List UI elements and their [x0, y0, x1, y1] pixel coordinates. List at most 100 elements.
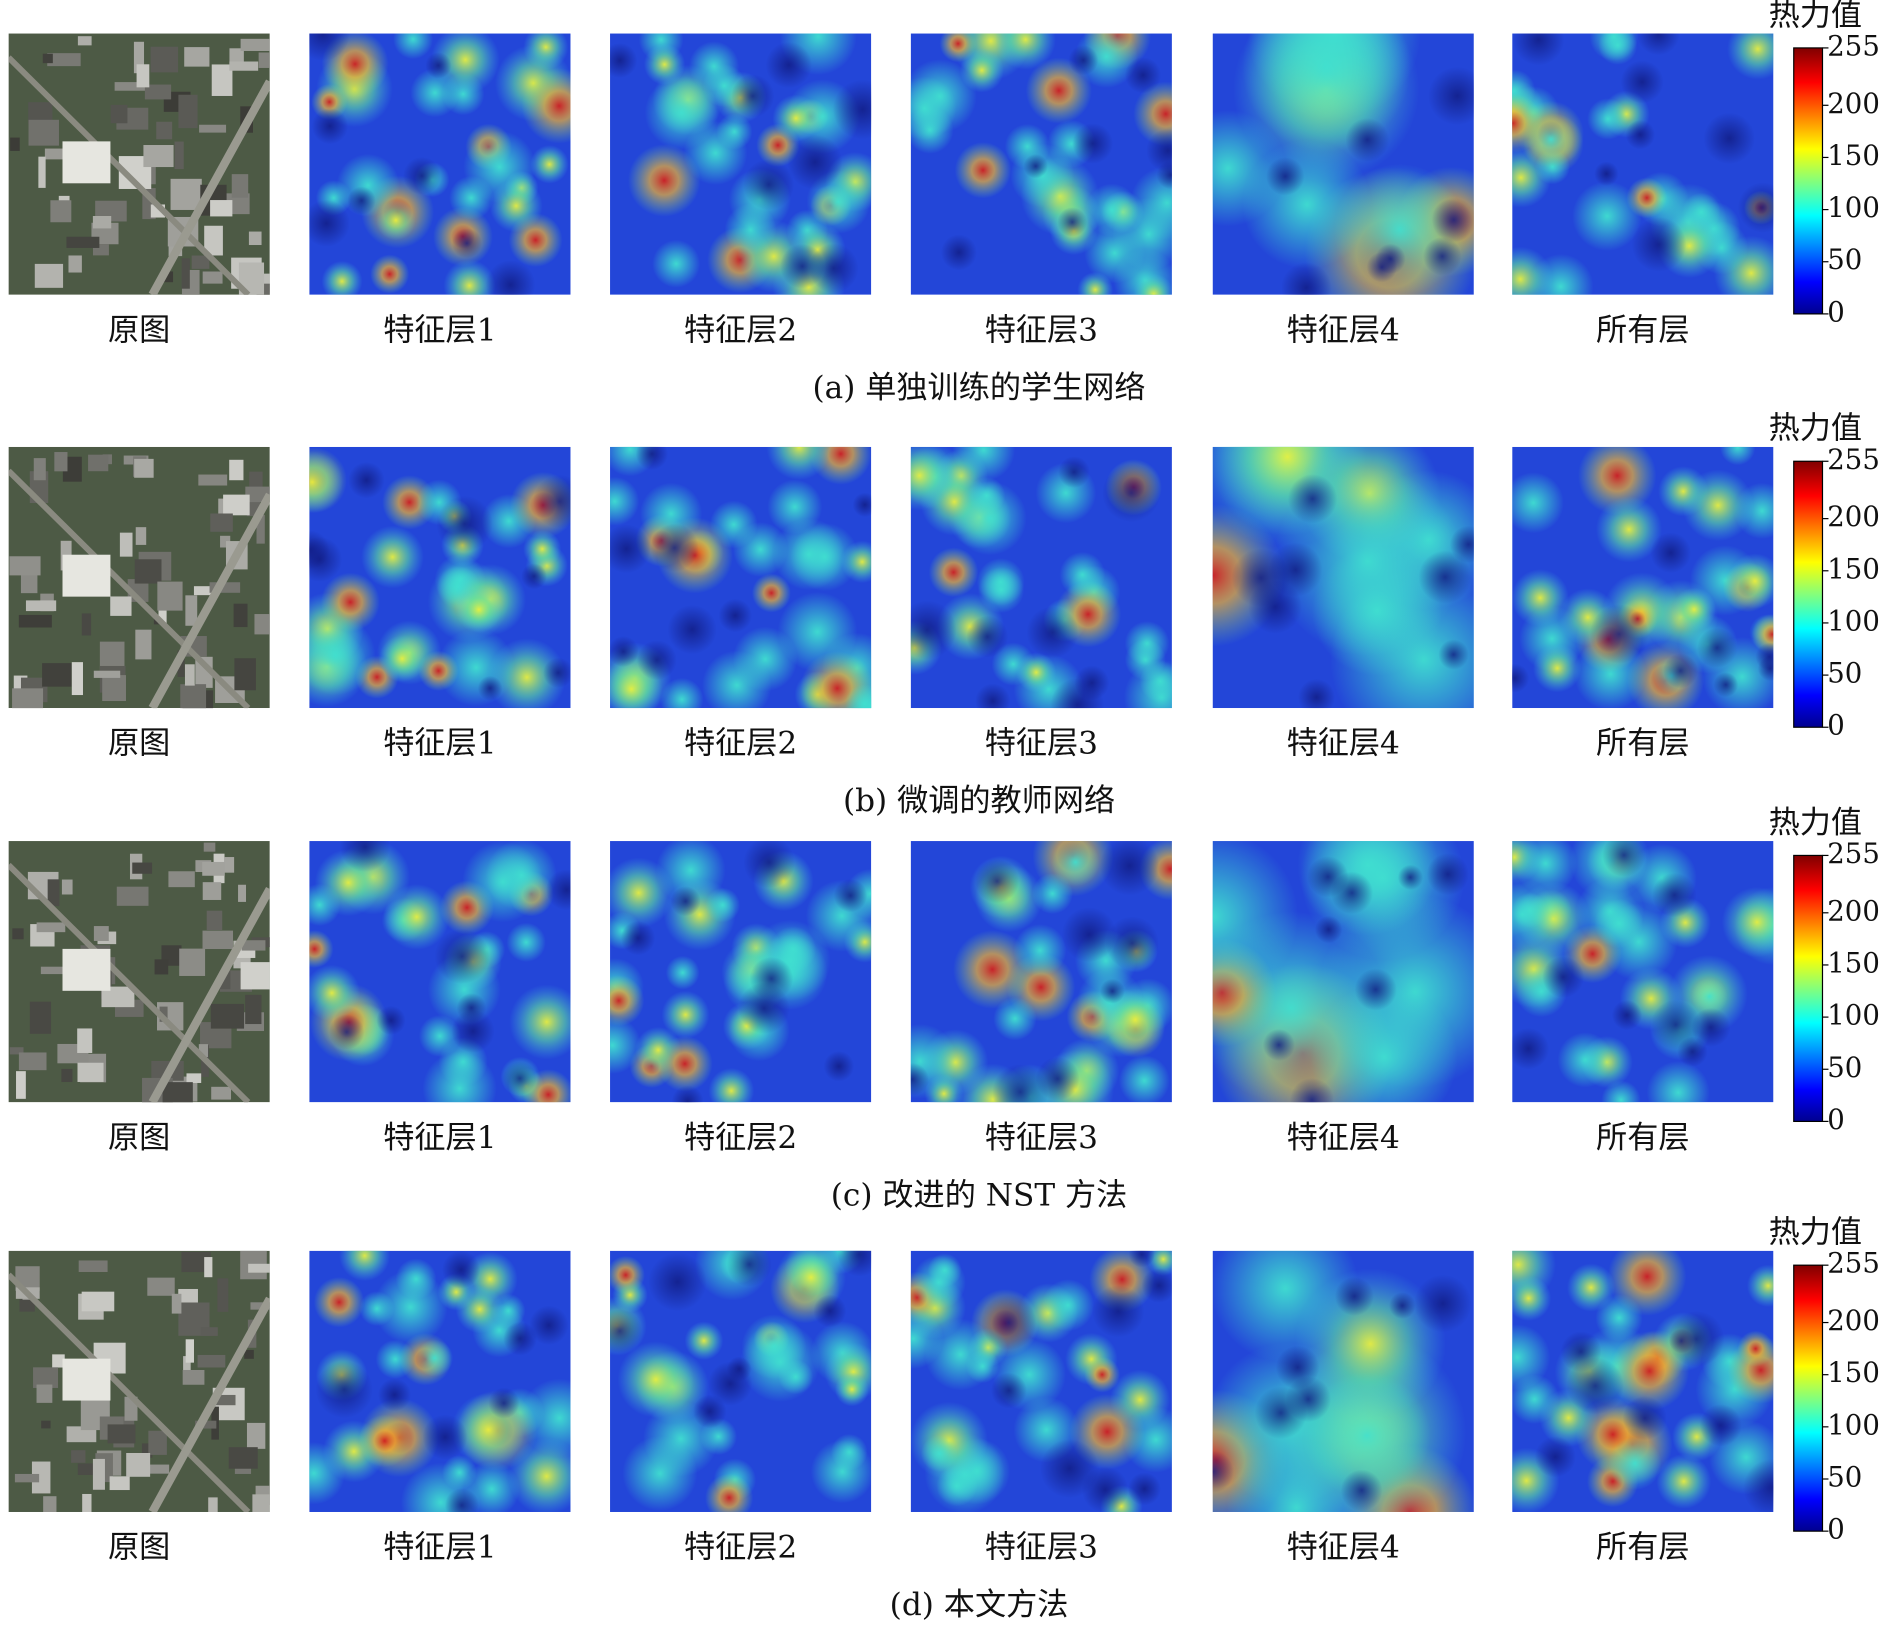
heat-blob — [530, 145, 569, 184]
cold-blob — [852, 492, 872, 518]
building — [34, 263, 64, 288]
cold-blob — [339, 841, 391, 873]
building — [135, 629, 152, 660]
cold-blob — [1743, 1458, 1774, 1512]
heat-blob — [1041, 1279, 1095, 1332]
cold-blob — [910, 1062, 929, 1096]
building — [9, 556, 41, 576]
cold-blob — [1697, 627, 1738, 668]
cold-blob — [1426, 853, 1469, 896]
building — [159, 1006, 168, 1022]
cold-blob — [1602, 841, 1646, 877]
cold-blob — [529, 1305, 569, 1346]
heatmap-image — [910, 841, 1172, 1103]
road — [8, 468, 251, 709]
heat-blob — [1737, 1330, 1774, 1367]
building — [217, 1278, 229, 1312]
building — [170, 178, 202, 210]
heat-blob — [508, 1437, 571, 1512]
building — [66, 236, 100, 248]
heat-blob — [1533, 643, 1582, 693]
cold-blob — [692, 1394, 727, 1429]
building — [62, 1358, 111, 1401]
aerial-image — [8, 841, 270, 1103]
heat-blob — [370, 254, 410, 294]
building — [258, 273, 270, 292]
cold-blob — [667, 604, 717, 655]
cold-blob — [1699, 1404, 1742, 1447]
cold-blob — [823, 1051, 855, 1082]
building — [61, 879, 73, 895]
heat-blob — [939, 33, 977, 63]
building — [154, 959, 169, 975]
heat-blob — [361, 525, 424, 589]
cold-blob — [376, 1005, 406, 1036]
building — [134, 559, 162, 584]
colorbar-title: 热力值 — [1769, 0, 1862, 33]
building — [241, 940, 266, 951]
cold-blob — [1677, 1036, 1708, 1067]
cold-blob — [434, 928, 490, 984]
panel-label: 特征层4 — [1287, 312, 1400, 348]
panel-label: 特征层4 — [1287, 726, 1400, 762]
cold-blob — [1589, 604, 1649, 664]
colorbar-tick-label: 50 — [1827, 1462, 1862, 1494]
heat-blob — [661, 990, 710, 1039]
heat-blob — [644, 75, 719, 150]
cold-blob — [1262, 1028, 1295, 1062]
cold-blob — [485, 260, 536, 295]
building — [71, 1450, 86, 1463]
heat-blob — [321, 260, 363, 295]
building — [68, 255, 82, 273]
heat-blob — [1608, 1436, 1662, 1491]
cold-blob — [1594, 161, 1619, 186]
cold-blob — [981, 1294, 1037, 1351]
colorbar-tick-label: 100 — [1827, 1409, 1879, 1441]
cold-blob — [1418, 550, 1472, 604]
panel-label: 特征层3 — [985, 726, 1098, 762]
building — [198, 1044, 208, 1058]
colorbar-tick-label: 200 — [1827, 895, 1879, 927]
building — [202, 861, 225, 876]
cold-blob — [1366, 251, 1398, 283]
heatmap-image — [910, 33, 1172, 295]
cold-blob — [992, 1063, 1049, 1103]
heat-blob — [622, 1435, 698, 1511]
building — [206, 910, 223, 931]
cold-blob — [1281, 262, 1332, 295]
building — [168, 871, 195, 888]
heat-blob — [665, 955, 700, 990]
building — [198, 474, 228, 486]
heat-blob — [840, 540, 872, 584]
heatmap-image — [610, 33, 872, 295]
panel-label: 特征层4 — [1287, 1530, 1400, 1566]
building — [184, 47, 210, 67]
building — [183, 1356, 191, 1374]
heat-blob — [936, 1465, 978, 1507]
heat-blob — [1587, 98, 1629, 140]
heat-blob — [1103, 988, 1167, 1052]
heat-blob — [1646, 1061, 1710, 1103]
panel-label: 特征层2 — [684, 312, 797, 348]
heat-blob — [1051, 841, 1100, 887]
colorbar-tick-label: 150 — [1827, 1357, 1879, 1389]
cold-blob — [477, 675, 503, 701]
colorbar-tick-label: 255 — [1827, 30, 1879, 62]
building — [231, 174, 249, 198]
heat-blob — [705, 1473, 754, 1512]
heat-blob — [652, 239, 701, 288]
building — [240, 38, 270, 51]
building — [54, 452, 68, 472]
heatmap-image — [309, 33, 571, 295]
colorbar-tick-label: 0 — [1827, 1104, 1845, 1136]
cold-blob — [1755, 642, 1774, 671]
heat-blob — [1601, 1080, 1641, 1103]
heat-blob — [339, 1250, 391, 1282]
building — [178, 94, 198, 129]
heat-blob — [954, 142, 1012, 199]
heat-blob — [1598, 33, 1638, 65]
cold-blob — [1099, 841, 1160, 896]
building — [126, 1452, 151, 1477]
building — [81, 613, 92, 636]
building — [246, 1422, 266, 1449]
